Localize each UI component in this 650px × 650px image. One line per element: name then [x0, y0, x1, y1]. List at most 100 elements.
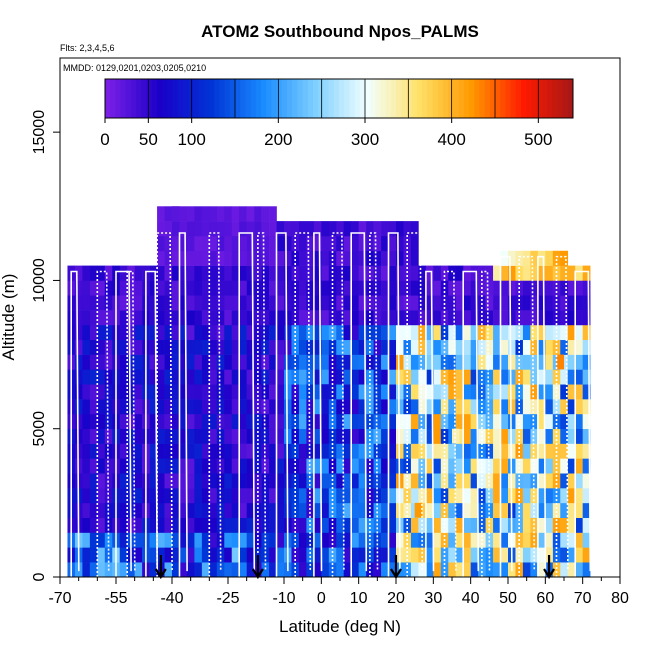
heatmap-cell	[157, 280, 165, 296]
heatmap-cell	[194, 221, 203, 237]
heatmap-cell	[209, 369, 218, 385]
heatmap-cell	[209, 458, 218, 474]
heatmap-cell	[455, 354, 464, 370]
heatmap-cell	[127, 369, 135, 385]
colorbar: 0 50 100 200 300 400 500	[100, 78, 574, 149]
heatmap-cell	[410, 295, 419, 311]
heatmap-cell	[157, 443, 165, 459]
heatmap-cell	[500, 369, 509, 385]
heatmap-cell	[575, 443, 583, 459]
heatmap-cell	[74, 413, 83, 430]
heatmap-cell	[410, 339, 419, 355]
heatmap-cell	[104, 339, 113, 355]
heatmap-cell	[500, 532, 509, 548]
heatmap-cell	[381, 458, 389, 474]
heatmap-cell	[194, 399, 203, 415]
heatmap-cell	[194, 562, 203, 577]
heatmap-cell	[336, 502, 345, 518]
heatmap-cell	[82, 562, 91, 577]
heatmap-cell	[172, 384, 180, 400]
heatmap-cell	[545, 413, 554, 430]
colorbar-swatch	[370, 79, 376, 118]
heatmap-cell	[463, 547, 471, 563]
heatmap-cell	[209, 265, 218, 281]
heatmap-cell	[89, 488, 98, 504]
colorbar-swatch	[120, 79, 127, 118]
heatmap-cell	[530, 413, 539, 430]
heatmap-cell	[425, 532, 434, 548]
heatmap-cell	[433, 458, 442, 474]
heatmap-cell	[381, 235, 389, 252]
heatmap-cell	[455, 562, 464, 577]
heatmap-cell	[276, 369, 285, 385]
heatmap-cell	[246, 369, 255, 385]
heatmap-cell	[485, 354, 494, 370]
heatmap-cell	[381, 295, 389, 311]
heatmap-cell	[321, 443, 330, 459]
heatmap-cell	[567, 547, 576, 563]
heatmap-cell	[149, 339, 158, 355]
heatmap-cell	[276, 428, 285, 444]
heatmap-cell	[261, 280, 270, 296]
heatmap-cell	[164, 206, 173, 222]
heatmap-cell	[298, 280, 307, 296]
heatmap-cell	[127, 399, 135, 415]
heatmap-cell	[276, 562, 285, 577]
heatmap-cell	[284, 250, 292, 266]
heatmap-cell	[418, 384, 427, 400]
heatmap-cell	[463, 265, 471, 281]
heatmap-cell	[425, 399, 434, 415]
heatmap-cell	[560, 324, 569, 341]
heatmap-cell	[448, 339, 457, 355]
heatmap-cell	[440, 562, 449, 577]
heatmap-cell	[575, 324, 583, 341]
heatmap-cell	[239, 265, 247, 281]
flight-profile-line	[555, 255, 569, 577]
heatmap-cell	[351, 562, 359, 577]
heatmap-cell	[582, 458, 591, 474]
heatmap-cell	[172, 221, 180, 237]
heatmap-cell	[298, 488, 307, 504]
heatmap-cell	[179, 399, 188, 415]
heatmap-cell	[388, 235, 397, 252]
heatmap-cell	[164, 547, 173, 563]
heatmap-cell	[261, 562, 270, 577]
heatmap-cell	[508, 384, 516, 400]
colorbar-swatch	[526, 79, 532, 118]
heatmap-cell	[276, 502, 285, 518]
heatmap-cell	[485, 399, 494, 415]
heatmap-cell	[209, 502, 218, 518]
heatmap-cell	[246, 443, 255, 459]
heatmap-cell	[537, 384, 546, 400]
heatmap-cell	[119, 384, 128, 400]
heatmap-cell	[433, 517, 442, 533]
heatmap-cell	[500, 324, 509, 341]
heatmap-cell	[582, 413, 591, 430]
heatmap-cell	[433, 532, 442, 548]
heatmap-cell	[127, 354, 135, 370]
heatmap-cell	[269, 265, 277, 281]
heatmap-cell	[463, 369, 471, 385]
heatmap-cell	[403, 547, 412, 563]
heatmap-cell	[127, 295, 135, 311]
colorbar-swatch	[536, 79, 543, 118]
heatmap-cell	[134, 547, 143, 563]
heatmap-cell	[127, 280, 135, 296]
heatmap-cell	[366, 221, 374, 237]
colorbar-swatch	[266, 79, 272, 118]
heatmap-cell	[358, 517, 367, 533]
heatmap-cell	[381, 369, 389, 385]
flight-profile-line	[294, 232, 312, 577]
heatmap-cell	[321, 354, 330, 370]
colorbar-swatch	[193, 79, 199, 118]
profile-arrow-head	[543, 568, 555, 580]
heatmap-cell	[522, 310, 531, 326]
heatmap-cell	[246, 532, 255, 548]
heatmap-cell	[552, 547, 561, 563]
heatmap-cell	[425, 324, 434, 341]
heatmap-cell	[440, 399, 449, 415]
heatmap-cell	[463, 339, 471, 355]
heatmap-cell	[104, 265, 113, 281]
flight-profile-line	[70, 270, 80, 577]
flight-profile-line	[178, 232, 188, 577]
